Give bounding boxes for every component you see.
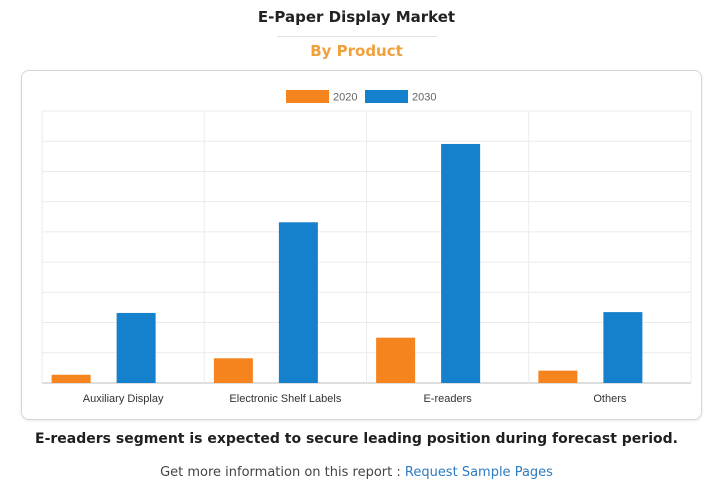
legend-label-2020: 2020: [333, 92, 357, 104]
title-divider: [277, 36, 437, 37]
chart-legend: 2020 2030: [286, 90, 436, 104]
bar-chart: 2020 2030 Auxiliary Display Electronic She…: [41, 90, 692, 405]
bar-2030-0: [116, 312, 156, 383]
bar-2030-1: [278, 222, 318, 383]
bar-2020-2: [376, 337, 416, 383]
request-sample-link[interactable]: Request Sample Pages: [404, 465, 553, 480]
bar-2020-1: [213, 358, 253, 383]
chart-bars: [51, 143, 643, 383]
x-tick-label: Auxiliary Display: [83, 393, 164, 405]
bar-2030-3: [603, 312, 643, 383]
legend-label-2030: 2030: [412, 92, 436, 104]
bar-2020-3: [538, 370, 578, 383]
legend-swatch-2020: [286, 90, 329, 103]
chart-caption: E-readers segment is expected to secure …: [35, 431, 678, 447]
x-tick-label: Electronic Shelf Labels: [229, 393, 341, 405]
more-info-text: Get more information on this report :: [160, 465, 405, 480]
legend-swatch-2030: [365, 90, 408, 103]
bar-2030-2: [441, 143, 481, 383]
chart-subtitle: By Product: [310, 42, 403, 60]
chart-title: E-Paper Display Market: [257, 8, 456, 26]
more-info-line: Get more information on this report : Re…: [0, 465, 713, 480]
x-tick-label: E-readers: [423, 393, 472, 405]
x-axis-labels: Auxiliary Display Electronic Shelf Labels…: [83, 393, 627, 405]
bar-2020-0: [51, 374, 91, 383]
chart-card: 2020 2030 Auxiliary Display Electronic She…: [21, 70, 702, 420]
x-tick-label: Others: [593, 393, 627, 405]
